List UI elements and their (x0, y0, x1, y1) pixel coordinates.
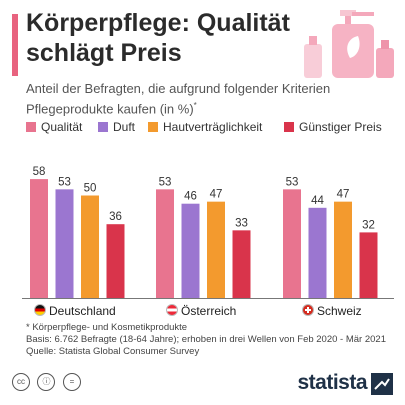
bar (359, 232, 378, 298)
title-accent-bar (12, 14, 18, 76)
country-name: Österreich (181, 304, 237, 318)
data-label: 47 (210, 189, 223, 201)
flag-switzerland-icon (302, 304, 314, 316)
data-label: 47 (337, 189, 350, 201)
country-label-germany: Deutschland (34, 304, 116, 318)
legend-item-qualitaet: Qualität (26, 120, 82, 136)
license-icons: cc ⓘ = (12, 373, 84, 393)
cosmetics-bottles-icon (304, 10, 394, 78)
basis-note: Basis: 6.762 Befragte (18-64 Jahre); erh… (26, 334, 386, 345)
legend-item-duft: Duft (98, 120, 135, 136)
legend-label: Duft (113, 120, 136, 134)
bar-chart: 58 53 50 36 53 46 47 33 53 44 47 32 (22, 166, 394, 299)
bar (30, 179, 48, 298)
legend-swatch (148, 122, 158, 132)
data-label: 33 (235, 217, 248, 229)
legend-swatch (284, 122, 294, 132)
attribution-icon[interactable]: ⓘ (37, 373, 56, 391)
legend-swatch (98, 122, 108, 132)
bar (232, 230, 251, 298)
chart-notes: * Körperpflege- und Kosmetikprodukte Bas… (26, 322, 401, 358)
chart-title: Körperpflege: Qualität schlägt Preis (26, 9, 290, 67)
legend-label: Hautverträglichkeit (163, 120, 263, 134)
data-label: 50 (84, 183, 97, 195)
country-name: Deutschland (49, 304, 116, 318)
flag-germany-icon (34, 304, 46, 316)
data-label: 58 (33, 166, 46, 178)
source-note: Quelle: Statista Global Consumer Survey (26, 346, 200, 357)
bar (283, 189, 301, 298)
bar (55, 189, 74, 298)
flag-austria-icon (166, 304, 178, 316)
chart-legend: Qualität Duft Hautverträglichkeit Günsti… (26, 120, 401, 136)
legend-label: Günstiger Preis (299, 120, 382, 134)
data-label: 44 (311, 195, 324, 207)
chart-subtitle: Anteil der Befragten, die aufgrund folge… (26, 81, 331, 117)
bar (81, 195, 99, 298)
legend-item-guenstiger-preis: Günstiger Preis (284, 120, 382, 136)
country-label-austria: Österreich (166, 304, 236, 318)
statista-logo[interactable]: statista (297, 371, 367, 394)
bar (106, 224, 125, 298)
cc-icon[interactable]: cc (12, 373, 30, 391)
country-name: Schweiz (317, 304, 362, 318)
bar (207, 201, 225, 298)
statista-logo-mark (371, 373, 393, 395)
legend-swatch (26, 122, 36, 132)
bar (334, 201, 352, 298)
country-label-switzerland: Schweiz (302, 304, 362, 318)
bar (156, 189, 174, 298)
bar (308, 207, 327, 298)
data-label: 53 (286, 176, 299, 188)
bar (181, 203, 200, 298)
data-label: 36 (109, 211, 122, 223)
data-label: 53 (58, 176, 71, 188)
footnote: * Körperpflege- und Kosmetikprodukte (26, 322, 188, 333)
legend-item-hautvertraeglichkeit: Hautverträglichkeit (148, 120, 262, 136)
no-derivatives-icon[interactable]: = (62, 373, 81, 391)
data-label: 46 (184, 191, 197, 203)
data-label: 32 (362, 219, 375, 231)
legend-label: Qualität (41, 120, 83, 134)
data-label: 53 (159, 176, 172, 188)
